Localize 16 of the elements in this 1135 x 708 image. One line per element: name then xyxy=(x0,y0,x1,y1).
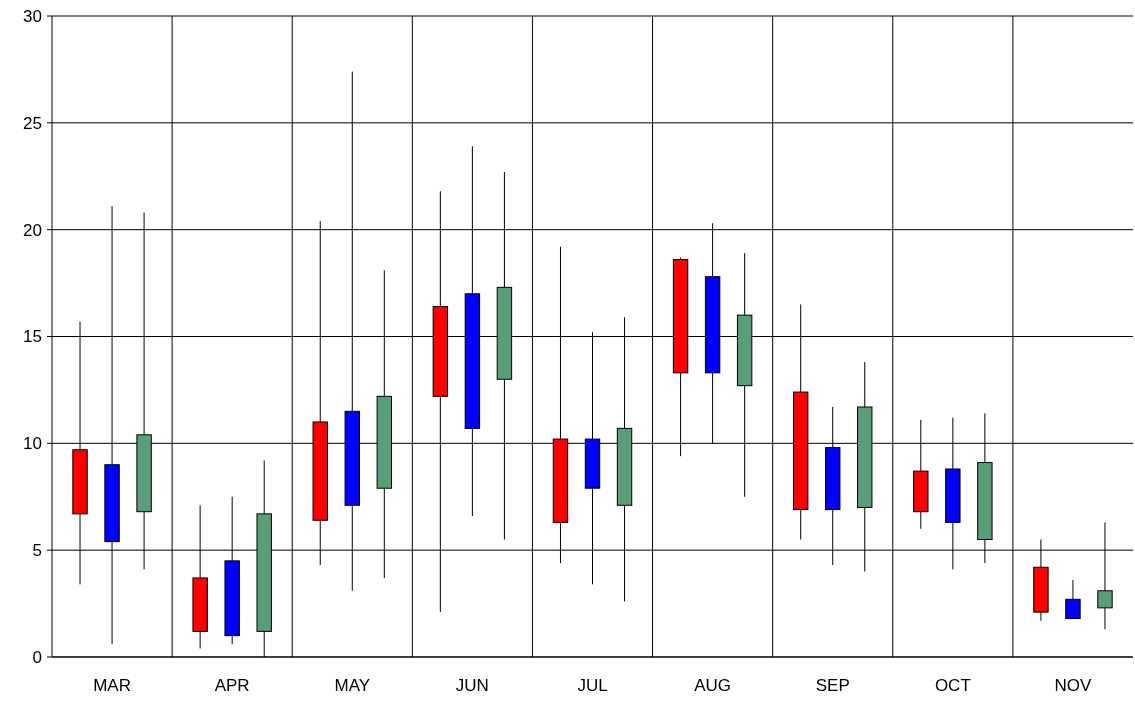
x-tick-label: NOV xyxy=(1054,675,1093,695)
y-tick-label: 15 xyxy=(23,327,42,347)
x-tick-label: JUN xyxy=(455,675,489,695)
y-tick-label: 25 xyxy=(23,113,42,133)
x-tick-label: OCT xyxy=(934,675,971,695)
x-tick-label: APR xyxy=(214,675,250,695)
x-tick-label: AUG xyxy=(694,675,732,695)
y-tick-label: 20 xyxy=(23,220,42,240)
x-tick-label: MAR xyxy=(93,675,131,695)
y-tick-label: 0 xyxy=(32,647,42,667)
x-tick-label: MAY xyxy=(334,675,371,695)
y-tick-label: 30 xyxy=(23,6,42,26)
y-tick-label: 5 xyxy=(32,541,42,561)
x-tick-label: JUL xyxy=(577,675,608,695)
x-tick-label: SEP xyxy=(815,675,850,695)
y-tick-label: 10 xyxy=(23,434,42,454)
